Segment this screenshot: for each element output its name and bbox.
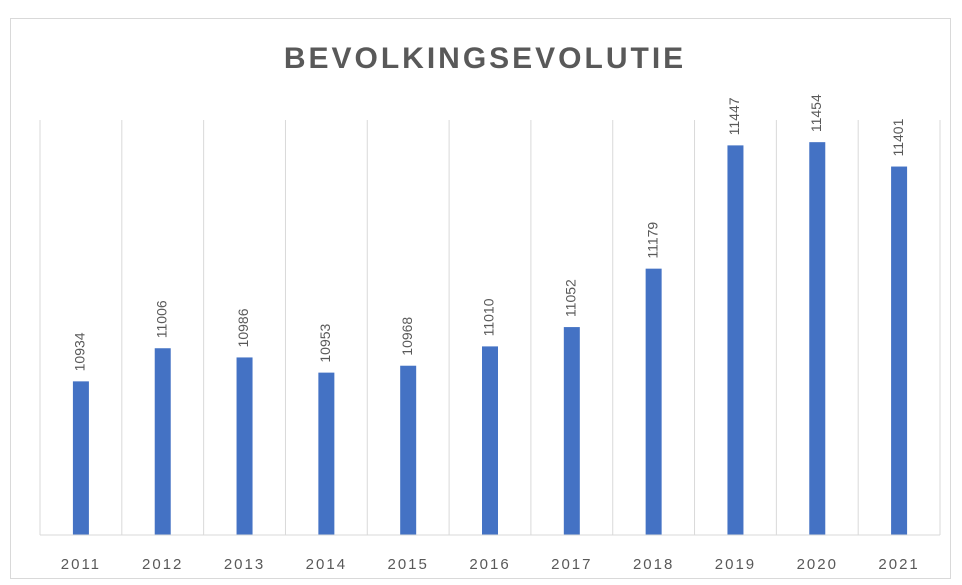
data-label: 11052 — [563, 279, 579, 317]
bar — [645, 268, 662, 535]
data-label: 11010 — [481, 298, 497, 336]
x-tick-label: 2011 — [61, 556, 101, 573]
x-tick-label: 2016 — [469, 556, 510, 573]
bar — [563, 327, 580, 535]
bar — [891, 166, 908, 536]
bar — [482, 346, 498, 535]
x-tick-label: 2018 — [633, 556, 674, 573]
x-tick-label: 2021 — [878, 556, 919, 573]
bar — [727, 145, 744, 535]
x-tick-label: 2013 — [224, 556, 265, 573]
data-label: 10953 — [317, 323, 333, 362]
data-label: 11179 — [644, 222, 660, 259]
data-label: 10968 — [399, 317, 415, 356]
data-label: 10934 — [72, 332, 88, 371]
bar — [236, 357, 253, 535]
x-tick-label: 2020 — [797, 556, 838, 573]
bar — [809, 142, 826, 535]
data-label: 11447 — [726, 97, 742, 135]
bar — [318, 372, 335, 535]
bar — [400, 365, 417, 535]
x-tick-label: 2014 — [306, 556, 347, 573]
x-tick-label: 2017 — [551, 556, 592, 573]
bar — [154, 348, 171, 535]
bar — [72, 381, 89, 535]
x-tick-label: 2019 — [715, 556, 756, 573]
data-label: 10986 — [235, 308, 251, 347]
x-tick-label: 2012 — [142, 556, 183, 573]
chart-title: BEVOLKINGSEVOLUTIE — [284, 42, 686, 75]
data-label: 11454 — [808, 94, 824, 132]
data-label: 11006 — [153, 300, 169, 338]
data-label: 11401 — [890, 118, 906, 156]
x-tick-label: 2015 — [387, 556, 428, 573]
